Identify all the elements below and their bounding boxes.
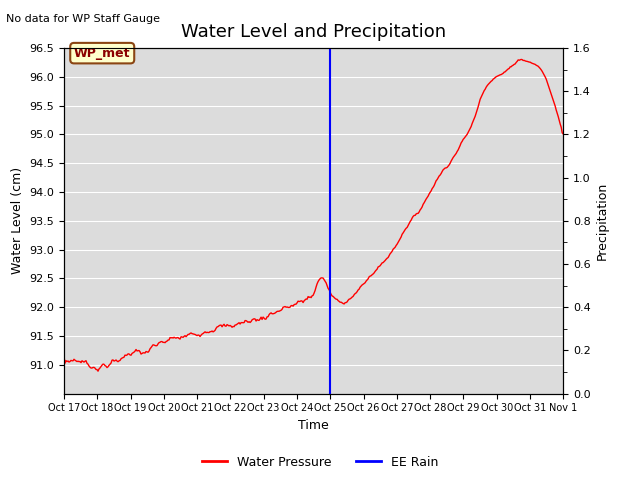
Text: No data for WP Staff Gauge: No data for WP Staff Gauge <box>6 14 161 24</box>
Text: WP_met: WP_met <box>74 47 131 60</box>
Legend: Water Pressure, EE Rain: Water Pressure, EE Rain <box>196 451 444 474</box>
Y-axis label: Water Level (cm): Water Level (cm) <box>11 167 24 275</box>
X-axis label: Time: Time <box>298 419 329 432</box>
Title: Water Level and Precipitation: Water Level and Precipitation <box>181 23 446 41</box>
Y-axis label: Precipitation: Precipitation <box>596 181 609 260</box>
